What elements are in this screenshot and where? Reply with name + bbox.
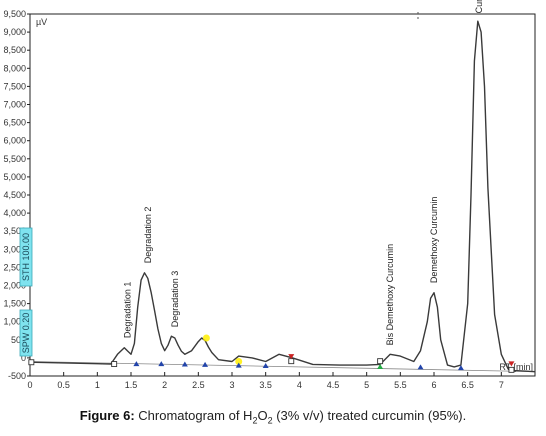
x-tick-label: 6.5 xyxy=(461,380,474,390)
chromatogram-chart: -50005001,0001,5002,0002,5003,0003,5004,… xyxy=(3,0,536,390)
y-tick-label: 6,000 xyxy=(3,136,26,146)
y-tick-label: 7,000 xyxy=(3,100,26,110)
figure-label: Figure 6: xyxy=(79,408,135,423)
peak-boundary-marker xyxy=(288,358,295,365)
peak-label: Degradation 1 xyxy=(123,282,133,339)
x-tick-label: 2.5 xyxy=(192,380,205,390)
x-tick-label: 1 xyxy=(95,380,100,390)
plot-frame xyxy=(29,13,536,377)
integration-marker xyxy=(417,364,424,370)
spw-label: SPW 0.20 xyxy=(19,309,33,357)
peak-boundary-marker xyxy=(508,366,515,373)
integration-marker xyxy=(202,361,209,367)
y-axis-unit: µV xyxy=(36,17,47,27)
y-tick-label: 3,500 xyxy=(3,226,26,236)
highlight-marker xyxy=(235,358,243,366)
y-tick-label: 7,500 xyxy=(3,81,26,91)
x-tick-label: 7 xyxy=(499,380,504,390)
x-tick-label: 1.5 xyxy=(125,380,138,390)
chromatogram-trace xyxy=(29,20,536,373)
peak-label: Curcumin xyxy=(474,0,484,13)
event-marker xyxy=(288,354,295,360)
integration-marker xyxy=(158,361,165,367)
sth-label-text: STH 100.00 xyxy=(21,233,31,281)
x-tick-label: 0.5 xyxy=(57,380,70,390)
x-tick-label: 5.5 xyxy=(394,380,407,390)
integration-marker xyxy=(262,362,269,368)
y-tick-label: -500 xyxy=(8,371,26,381)
y-tick-label: 5,500 xyxy=(3,154,26,164)
event-marker xyxy=(508,361,515,367)
spw-label-box xyxy=(19,309,33,357)
y-tick-label: 3,000 xyxy=(3,244,26,254)
y-tick-label: 4,500 xyxy=(3,190,26,200)
y-tick-label: 500 xyxy=(11,335,26,345)
x-tick-label: 2 xyxy=(162,380,167,390)
sth-label-box xyxy=(19,227,33,287)
y-tick-label: 6,500 xyxy=(3,118,26,128)
x-tick-label: 3.5 xyxy=(259,380,272,390)
y-tick-label: 8,000 xyxy=(3,63,26,73)
y-tick-label: 9,500 xyxy=(3,9,26,19)
highlight-marker xyxy=(202,334,210,342)
caption-text-pre: Chromatogram of H xyxy=(134,408,253,423)
y-tick-label: 2,500 xyxy=(3,262,26,272)
y-tick-label: 8,500 xyxy=(3,45,26,55)
peak-boundary-marker xyxy=(111,361,118,368)
integration-marker xyxy=(457,365,464,371)
sth-label: STH 100.00 xyxy=(19,227,33,287)
peak-boundary-marker xyxy=(28,359,35,366)
peak-label: Degradation 3 xyxy=(170,271,180,328)
y-tick-label: 9,000 xyxy=(3,27,26,37)
peak-label: Demethoxy Curcumin xyxy=(429,197,439,284)
integration-marker xyxy=(181,361,188,367)
y-tick-label: 1,500 xyxy=(3,299,26,309)
integration-marker xyxy=(133,361,140,367)
y-tick-label: 2,000 xyxy=(3,281,26,291)
integration-marker xyxy=(235,362,242,368)
spw-label-text: SPW 0.20 xyxy=(21,313,31,354)
caption-text-mid: O xyxy=(257,408,268,423)
x-tick-label: 0 xyxy=(27,380,32,390)
peak-label: Bis Demethoxy Curcumin xyxy=(385,244,395,346)
caption-sub-2: 2 xyxy=(267,415,273,426)
y-tick-label: 1,000 xyxy=(3,317,26,327)
x-tick-label: 4.5 xyxy=(327,380,340,390)
x-tick-label: 6 xyxy=(431,380,436,390)
caption-sub-1: 2 xyxy=(252,415,258,426)
peak-boundary-marker xyxy=(377,358,384,365)
x-axis-unit: RT [min] xyxy=(499,362,533,372)
y-tick-label: 5,000 xyxy=(3,172,26,182)
x-tick-label: 4 xyxy=(297,380,302,390)
x-tick-label: 5 xyxy=(364,380,369,390)
caption-text-post: (3% v/v) treated curcumin (95%). xyxy=(272,408,467,423)
x-tick-label: 3 xyxy=(229,380,234,390)
y-tick-label: 0 xyxy=(21,353,26,363)
integration-marker xyxy=(377,364,384,370)
figure-caption: Figure 6: Chromatogram of H2O2 (3% v/v) … xyxy=(0,408,546,426)
y-tick-label: 4,000 xyxy=(3,208,26,218)
peak-label: Degradation 2 xyxy=(143,207,153,264)
